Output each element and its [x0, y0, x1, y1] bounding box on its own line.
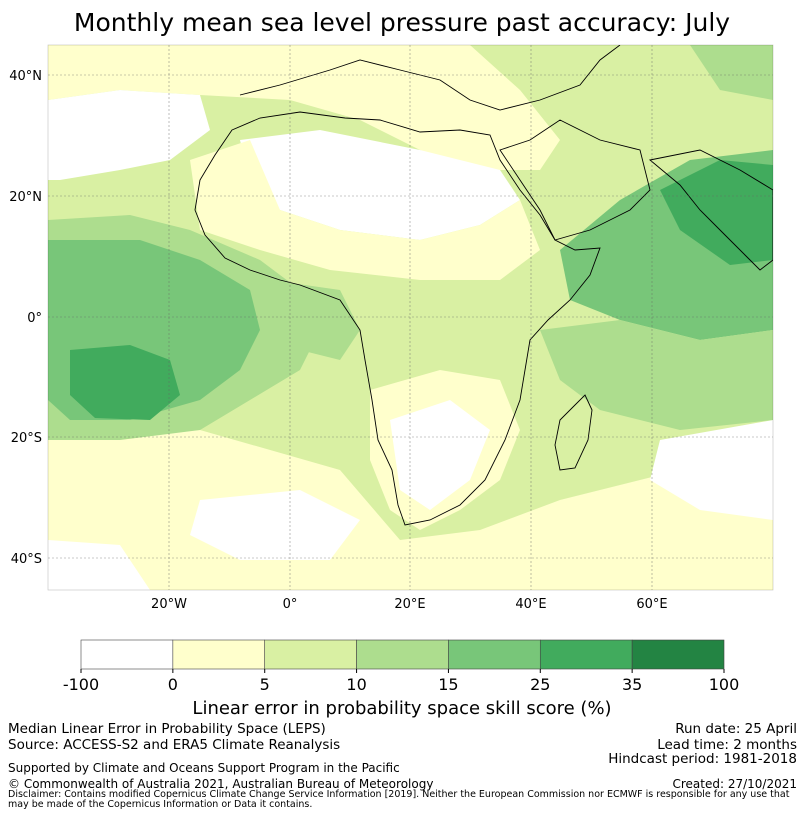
score-region-0to5-sahara [190, 140, 540, 280]
lat-label-40n: 40°N [9, 69, 42, 84]
map-frame [47, 44, 774, 591]
score-region-25to35-indian [660, 160, 773, 265]
lon-label-20e: 20°E [394, 597, 425, 612]
colorbar-swatch-6 [631, 639, 725, 670]
lat-label-40s: 40°S [11, 552, 42, 567]
colorbar-swatch-4 [448, 639, 541, 670]
colorbar-tick-label-4: 15 [438, 675, 458, 694]
colorbar-swatch-0 [80, 639, 174, 670]
data-source: Source: ACCESS-S2 and ERA5 Climate Reana… [8, 737, 341, 753]
lon-label-20w: 20°W [151, 597, 187, 612]
india-coastline [648, 149, 773, 271]
copyright: © Commonwealth of Australia 2021, Austra… [8, 777, 434, 791]
score-region-neg-southern-africa [390, 400, 490, 510]
colorbar-tick-label-3: 10 [346, 675, 366, 694]
arabia-coastline [499, 119, 651, 241]
colorbar-swatch-3 [356, 639, 449, 670]
chart-title: Monthly mean sea level pressure past acc… [73, 8, 731, 37]
score-region-neg-sahara [240, 130, 520, 240]
colorbar-label: Linear error in probability space skill … [192, 698, 612, 719]
score-region-neg-south [190, 490, 360, 560]
score-region-neg-westatlantic [48, 90, 210, 180]
africa-coastline [194, 111, 601, 526]
lon-label-60e: 60°E [636, 597, 667, 612]
leps-description: Median Linear Error in Probability Space… [8, 721, 326, 737]
created-date: Created: 27/10/2021 [672, 777, 797, 791]
colorbar-tick-label-6: 35 [622, 675, 642, 694]
colorbar-tick-label-7: 100 [709, 675, 740, 694]
colorbar-swatch-2 [264, 639, 357, 670]
score-region-10to15-northeast [690, 45, 773, 100]
score-region-neg-southwest [48, 540, 150, 590]
score-region-10to15-west-africa [270, 280, 360, 360]
colorbar-tick-label-1: 0 [168, 675, 178, 694]
europe-coastline [239, 45, 621, 111]
run-date: Run date: 25 April [675, 721, 797, 737]
colorbar-tick-label-2: 5 [260, 675, 270, 694]
lon-label-40e: 40°E [515, 597, 546, 612]
colorbar-swatch-1 [172, 639, 266, 670]
lat-label-0: 0° [27, 311, 42, 326]
gridlines [48, 45, 773, 590]
support-note: Supported by Climate and Oceans Support … [8, 761, 400, 775]
score-region-0to5-north [48, 45, 560, 170]
lat-label-20s: 20°S [11, 431, 42, 446]
disclaimer: Disclaimer: Contains modified Copernicus… [8, 789, 790, 810]
score-region-25to35-atlantic [70, 345, 180, 420]
colorbar-swatch-5 [539, 639, 633, 670]
score-region-10to15-indian [540, 320, 773, 430]
lat-label-20n: 20°N [9, 190, 42, 205]
skill-score-map: 40°N 20°N 0° 20°S 40°S 20°W 0° 20°E 40°E… [9, 44, 774, 612]
colorbar-tick-label-5: 25 [530, 675, 550, 694]
lead-time: Lead time: 2 months [657, 737, 797, 753]
score-region-neg-southeast [650, 420, 773, 520]
lon-label-0: 0° [283, 597, 298, 612]
hindcast-period: Hindcast period: 1981-2018 [608, 751, 797, 767]
colorbar-tick-label-0: -100 [63, 675, 99, 694]
madagascar-coastline [554, 394, 593, 471]
